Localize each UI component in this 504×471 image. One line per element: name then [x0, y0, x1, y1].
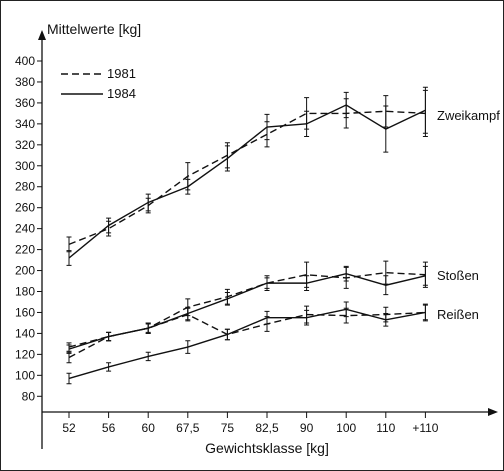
series-2-1984-line [68, 308, 426, 380]
y-tick-label-320: 320 [15, 138, 35, 152]
y-tick-label-380: 380 [15, 75, 35, 89]
errorbar-1-1984-9 [422, 265, 428, 286]
errorbar-2-1981-2 [145, 323, 151, 333]
errorbar-0-1984-5 [264, 113, 270, 141]
x-tick-label-4: 75 [221, 421, 235, 435]
group-label-zweikampf: Zweikampf [437, 108, 500, 123]
errorbar-2-1984-6 [304, 309, 310, 326]
errorbar-0-1984-9 [422, 86, 428, 134]
y-tick-label-300: 300 [15, 159, 35, 173]
errorbar-2-1984-8 [383, 313, 389, 327]
y-tick-label-140: 140 [15, 326, 35, 340]
errorbar-0-1984-7 [343, 91, 349, 119]
errorbar-2-1984-1 [106, 362, 112, 372]
y-tick-label-240: 240 [15, 222, 35, 236]
errorbar-2-1981-0 [66, 351, 72, 364]
y-tick-label-80: 80 [22, 389, 36, 403]
errorbar-1-1984-7 [343, 265, 349, 282]
series-2-1981-line [68, 311, 426, 359]
y-tick-label-120: 120 [15, 347, 35, 361]
x-tick-label-7: 100 [336, 421, 356, 435]
errorbar-0-1984-3 [185, 178, 191, 195]
y-tick-label-260: 260 [15, 201, 35, 215]
errorbar-1-1984-5 [264, 277, 270, 289]
errorbar-0-1984-2 [145, 193, 151, 212]
errorbar-2-1981-3 [185, 307, 191, 322]
x-tick-label-5: 82,5 [255, 421, 279, 435]
errorbar-2-1981-1 [106, 331, 112, 342]
y-tick-label-160: 160 [15, 305, 35, 319]
x-tick-label-2: 60 [142, 421, 156, 435]
legend-label-1984: 1984 [107, 86, 136, 101]
errorbar-0-1984-1 [106, 217, 112, 234]
x-axis-arrowhead [488, 408, 498, 416]
group-label-stossen: Stoßen [437, 268, 479, 283]
x-tick-label-1: 56 [102, 421, 116, 435]
series-0-1984-line [68, 104, 426, 259]
errorbar-2-1984-2 [145, 351, 151, 362]
y-tick-label-200: 200 [15, 264, 35, 278]
errorbar-2-1984-5 [264, 310, 270, 325]
y-tick-label-360: 360 [15, 96, 35, 110]
errorbar-0-1984-0 [66, 250, 72, 266]
errorbar-2-1984-7 [343, 301, 349, 318]
errorbar-1-1984-6 [304, 275, 310, 291]
x-tick-label-9: +110 [412, 421, 438, 435]
y-tick-label-340: 340 [15, 117, 35, 131]
errorbar-1-1984-4 [224, 292, 230, 306]
y-tick-label-280: 280 [15, 180, 35, 194]
series-1-1981-line [68, 271, 426, 348]
errorbar-0-1984-8 [383, 105, 389, 153]
y-tick-label-220: 220 [15, 243, 35, 257]
y-tick-label-400: 400 [15, 54, 35, 68]
x-tick-label-8: 110 [376, 421, 395, 435]
y-tick-label-100: 100 [15, 368, 35, 382]
series-0-1981-line [68, 110, 426, 246]
errorbar-2-1984-9 [422, 304, 428, 321]
x-tick-label-6: 90 [300, 421, 314, 435]
x-ticks: 52 56 60 67,5 75 82,5 90 100 110 +110 [62, 412, 439, 435]
group-label-reissen: Reißen [437, 307, 479, 322]
x-axis-label: Gewichtsklasse [kg] [205, 440, 329, 456]
series-1-1984-line [68, 272, 426, 350]
errorbar-2-1984-3 [185, 340, 191, 354]
x-tick-label-0: 52 [62, 421, 76, 435]
legend-label-1981: 1981 [107, 66, 136, 81]
errorbar-2-1984-4 [224, 328, 230, 341]
errorbar-1-1984-8 [383, 275, 389, 296]
errorbar-0-1984-4 [224, 145, 230, 172]
legend: 1981 1984 [61, 66, 136, 101]
y-ticks: 80 100 120 140 160 180 200 220 240 260 280 300 320 34… [15, 54, 42, 403]
errorbar-0-1984-6 [304, 110, 310, 137]
x-tick-label-3: 67,5 [176, 421, 200, 435]
y-axis-arrowhead [38, 30, 46, 40]
errorbar-2-1984-0 [66, 372, 72, 385]
y-axis-label: Mittelwerte [kg] [47, 21, 141, 37]
y-tick-label-180: 180 [15, 285, 35, 299]
plot-area [66, 86, 428, 385]
